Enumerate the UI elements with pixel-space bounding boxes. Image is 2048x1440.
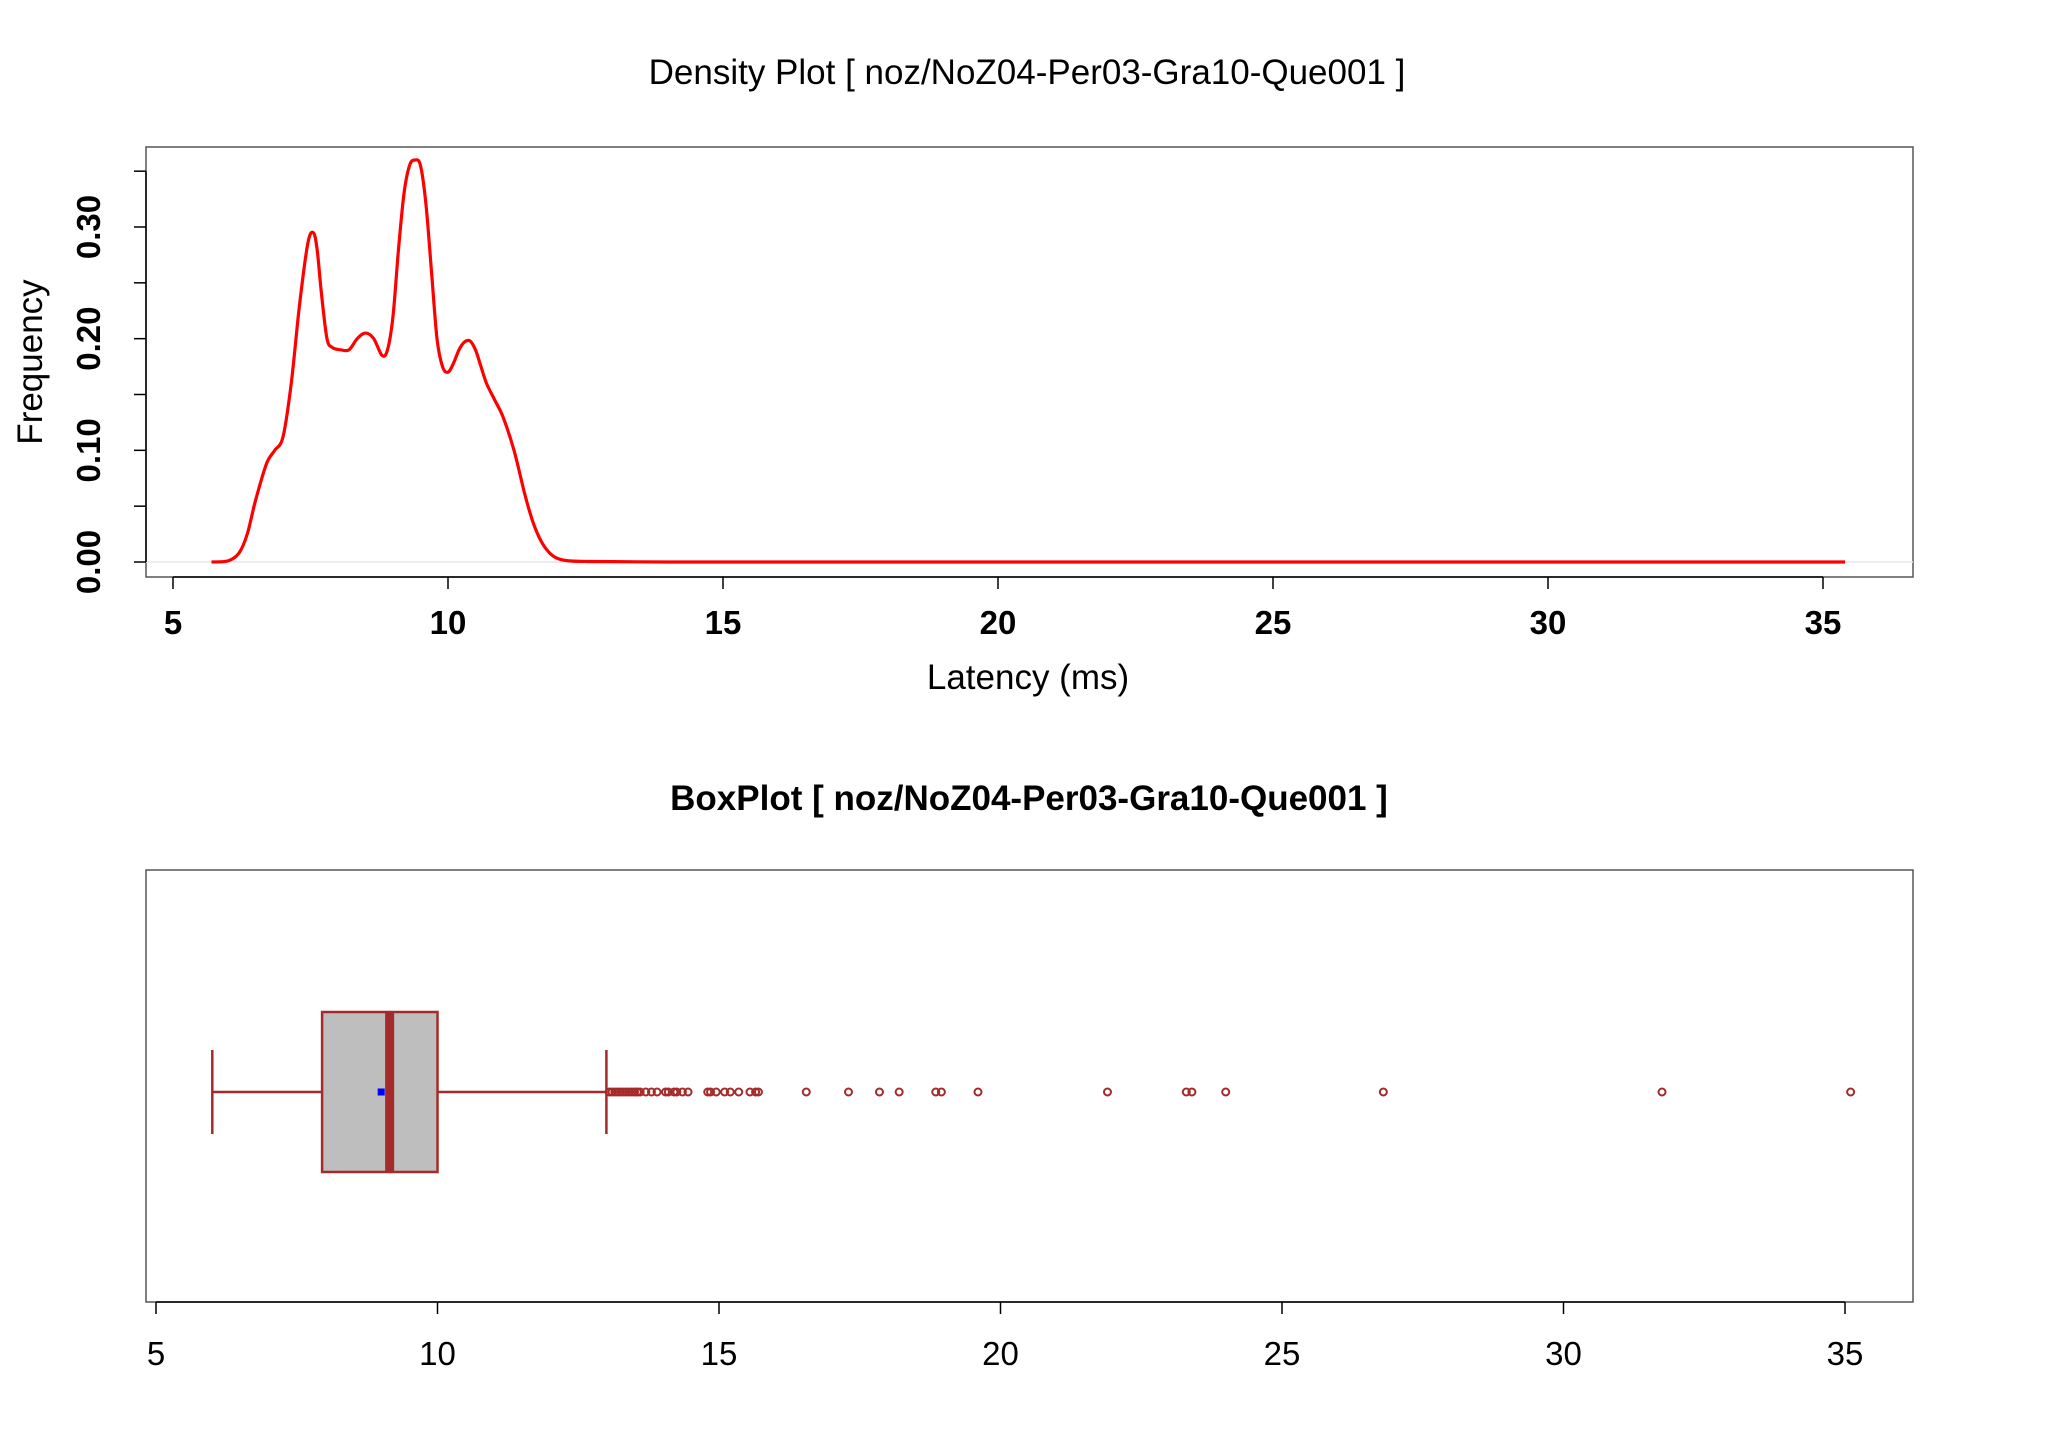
boxplot-x-tick-label: 35 xyxy=(1827,1335,1864,1372)
boxplot-outlier-point xyxy=(753,1087,763,1097)
boxplot-outlier-point xyxy=(1187,1087,1197,1097)
boxplot-outlier-point xyxy=(973,1087,983,1097)
boxplot-x-tick-label: 5 xyxy=(147,1335,165,1372)
density-x-ticks: 5 10 15 20 25 30 35 xyxy=(164,576,1842,641)
boxplot-outliers xyxy=(604,1087,1856,1097)
density-plot-frame xyxy=(145,146,1914,578)
boxplot-outlier-point xyxy=(1846,1087,1856,1097)
boxplot-outlier-point xyxy=(683,1087,693,1097)
density-x-tick-label: 5 xyxy=(164,604,182,641)
boxplot-outlier-point xyxy=(711,1087,721,1097)
density-plot: Density Plot [ noz/NoZ04-Per03-Gra10-Que… xyxy=(11,53,1914,697)
boxplot-outlier-point xyxy=(720,1087,730,1097)
density-x-tick-label: 10 xyxy=(430,604,467,641)
boxplot-outlier-point xyxy=(734,1087,744,1097)
boxplot-outlier-point xyxy=(1657,1087,1667,1097)
boxplot-outlier-point xyxy=(635,1087,645,1097)
boxplot-outlier-point xyxy=(672,1087,682,1097)
boxplot-outlier-point xyxy=(874,1087,884,1097)
boxplot-outlier-point xyxy=(1102,1087,1112,1097)
boxplot-outlier-point xyxy=(931,1087,941,1097)
boxplot-outlier-point xyxy=(725,1087,735,1097)
boxplot-outlier-point xyxy=(646,1087,656,1097)
density-x-tick-label: 25 xyxy=(1255,604,1292,641)
density-x-axis-label: Latency (ms) xyxy=(927,658,1129,697)
boxplot-outlier-point xyxy=(706,1087,716,1097)
boxplot-outlier-point xyxy=(843,1087,853,1097)
boxplot-outlier-point xyxy=(1181,1087,1191,1097)
density-y-ticks: 0.00 0.10 0.20 0.30 xyxy=(70,170,147,594)
boxplot-x-ticks: 5 10 15 20 25 30 35 xyxy=(147,1301,1864,1372)
boxplot-outlier-point xyxy=(677,1087,687,1097)
boxplot-outlier-point xyxy=(894,1087,904,1097)
boxplot-outlier-point xyxy=(652,1087,662,1097)
density-y-tick-label: 0.00 xyxy=(70,530,107,594)
boxplot-outlier-point xyxy=(663,1087,673,1097)
boxplot-x-tick-label: 30 xyxy=(1545,1335,1582,1372)
density-y-tick-label: 0.10 xyxy=(70,418,107,482)
density-y-tick-label: 0.30 xyxy=(70,195,107,259)
boxplot-x-tick-label: 25 xyxy=(1264,1335,1301,1372)
density-y-tick-label: 0.20 xyxy=(70,307,107,371)
boxplot-outlier-point xyxy=(1221,1087,1231,1097)
box-plot: BoxPlot [ noz/NoZ04-Per03-Gra10-Que001 ]… xyxy=(145,779,1914,1372)
boxplot-mean-marker xyxy=(377,1088,385,1096)
boxplot-outlier-point xyxy=(641,1087,651,1097)
density-series-line xyxy=(211,158,1845,564)
boxplot-outlier-point xyxy=(1378,1087,1388,1097)
boxplot-x-tick-label: 10 xyxy=(419,1335,456,1372)
density-x-tick-label: 20 xyxy=(980,604,1017,641)
density-x-tick-label: 30 xyxy=(1530,604,1567,641)
boxplot-title: BoxPlot [ noz/NoZ04-Per03-Gra10-Que001 ] xyxy=(670,779,1388,818)
boxplot-outlier-point xyxy=(801,1087,811,1097)
density-title: Density Plot [ noz/NoZ04-Per03-Gra10-Que… xyxy=(649,53,1406,92)
density-x-tick-label: 35 xyxy=(1805,604,1842,641)
boxplot-outlier-point xyxy=(745,1087,755,1097)
boxplot-x-tick-label: 15 xyxy=(701,1335,738,1372)
density-y-axis-label: Frequency xyxy=(11,279,50,445)
boxplot-outlier-point xyxy=(936,1087,946,1097)
density-x-tick-label: 15 xyxy=(705,604,742,641)
boxplot-elements xyxy=(211,1010,608,1174)
boxplot-x-tick-label: 20 xyxy=(982,1335,1019,1372)
